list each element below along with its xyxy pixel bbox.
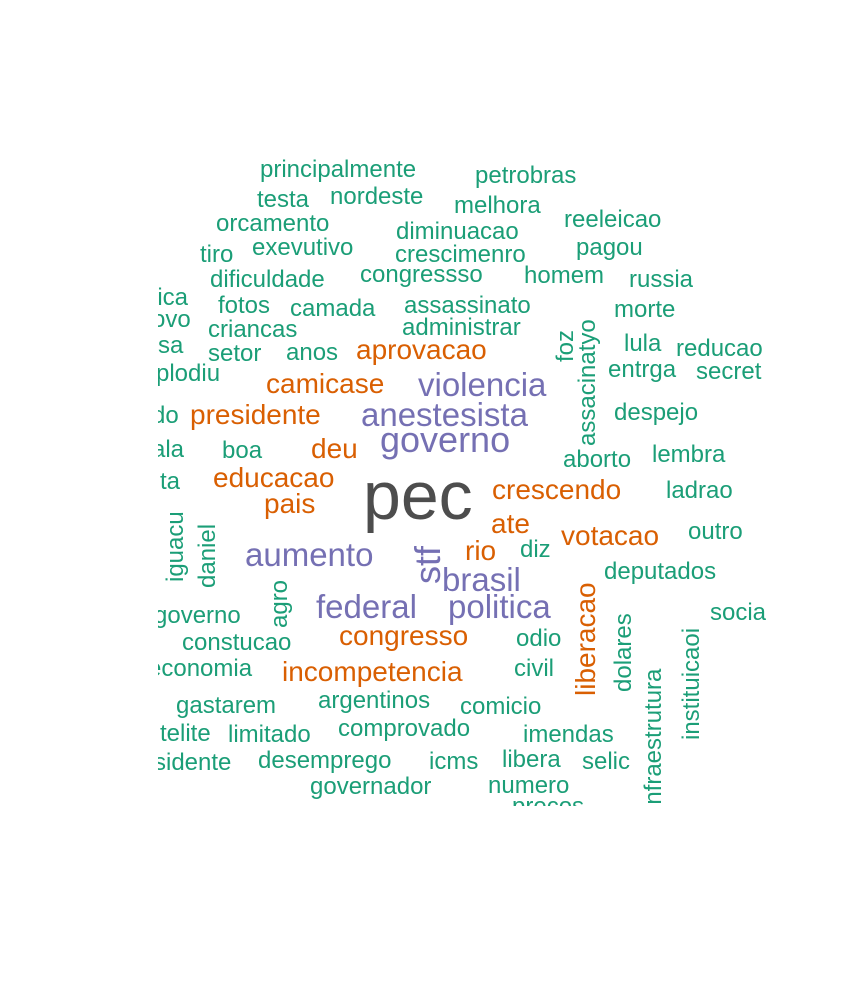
word-tiro: tiro: [200, 241, 234, 268]
word-politica: politica: [448, 588, 551, 625]
word-limitado: limitado: [228, 721, 311, 748]
word-infraestrutura: infraestrutura: [640, 668, 667, 806]
word-reeleicao: reeleicao: [564, 206, 662, 233]
word-sa: sa: [158, 332, 184, 359]
word-icms: icms: [429, 748, 479, 775]
word-fotos: fotos: [218, 292, 271, 319]
word-assassinato: assassinato: [404, 292, 531, 319]
word-gastarem: gastarem: [176, 692, 277, 719]
word-russia: russia: [629, 266, 694, 293]
word-comprovado: comprovado: [338, 715, 471, 742]
word-brasil: brasil: [442, 561, 521, 598]
word-exevutivo: exevutivo: [252, 234, 354, 261]
word-lembra: lembra: [652, 441, 726, 468]
word-telite: telite: [160, 720, 211, 747]
word-camada: camada: [290, 295, 376, 322]
word-federal: federal: [316, 588, 417, 625]
word-outro: outro: [688, 518, 743, 545]
word-selic: selic: [582, 748, 631, 775]
word-imendas: imendas: [523, 721, 614, 748]
word-nica: nica: [158, 284, 189, 311]
word-violencia: violencia: [418, 366, 547, 403]
word-secret: secret: [696, 358, 762, 385]
word-argentinos: argentinos: [318, 687, 431, 714]
word-orcamento: orcamento: [216, 210, 330, 237]
word-ate: ate: [491, 508, 530, 539]
word-socia: socia: [710, 599, 767, 626]
word-odio: odio: [516, 625, 562, 652]
word-governo-small: governo: [158, 602, 241, 629]
word-daniel: daniel: [194, 523, 221, 588]
word-incompetencia: incompetencia: [282, 656, 463, 687]
word-congressso: congressso: [360, 261, 483, 288]
word-civil: civil: [514, 655, 554, 682]
word-congresso: congresso: [339, 620, 469, 651]
word-plodiu: plodiu: [158, 360, 221, 387]
word-diz: diz: [520, 536, 551, 563]
word-pagou: pagou: [576, 234, 643, 261]
word-boa: boa: [222, 437, 263, 464]
word-reducao: reducao: [676, 335, 763, 362]
word-governador: governador: [310, 773, 432, 800]
word-stf: stf: [407, 545, 448, 584]
word-economia: economia: [158, 655, 253, 682]
word-morte: morte: [614, 296, 676, 323]
word-pec: pec: [363, 458, 473, 534]
word-iguacu: iguacu: [162, 511, 189, 582]
word-instituicaoi: instituicaoi: [678, 627, 705, 740]
word-aborto: aborto: [563, 446, 632, 473]
word-crescimenro: crescimenro: [395, 241, 526, 268]
word-liberacao: liberacao: [570, 582, 601, 696]
word-testa: testa: [257, 186, 310, 213]
word-diminuacao: diminuacao: [396, 218, 519, 245]
word-desemprego: desemprego: [258, 747, 392, 774]
word-homem: homem: [524, 262, 605, 289]
word-ladrao: ladrao: [666, 477, 733, 504]
word-setor: setor: [208, 340, 262, 367]
word-pais: pais: [264, 488, 316, 519]
word-constucao: constucao: [182, 629, 292, 656]
word-foz: foz: [552, 329, 579, 362]
word-crescendo: crescendo: [492, 474, 622, 505]
word-rio: rio: [465, 535, 497, 566]
word-ta: ta: [160, 468, 181, 495]
word-entrga: entrga: [608, 356, 677, 383]
word-administrar: administrar: [402, 314, 521, 341]
word-precos: precos: [512, 795, 584, 807]
word-comicio: comicio: [460, 693, 542, 720]
word-libera: libera: [502, 746, 561, 773]
word-deu: deu: [311, 433, 358, 464]
word-despejo: despejo: [614, 399, 699, 426]
word-assacinatyo: assacinatyo: [574, 319, 601, 446]
word-educacao: educacao: [213, 462, 335, 493]
word-deputados: deputados: [604, 558, 717, 585]
word-do: do: [158, 402, 179, 429]
word-dolares: dolares: [610, 613, 637, 692]
word-votacao: votacao: [561, 520, 660, 551]
word-sidente: sidente: [158, 749, 232, 776]
word-principalmente: principalmente: [260, 156, 417, 183]
word-aprovacao: aprovacao: [356, 334, 487, 365]
word-agro: agro: [266, 579, 293, 628]
word-aumento: aumento: [245, 536, 374, 573]
word-ovo: ovo: [158, 306, 191, 333]
word-numero: numero: [488, 772, 570, 799]
word-anos: anos: [286, 339, 339, 366]
word-petrobras: petrobras: [475, 162, 577, 189]
word-ala: ala: [158, 436, 185, 463]
word-lula: lula: [624, 330, 662, 357]
word-cloud-area: pec governo anestesista violencia aument…: [158, 150, 772, 807]
word-presidente: presidente: [190, 399, 321, 430]
word-criancas: criancas: [208, 316, 298, 343]
word-governo: governo: [380, 419, 511, 460]
word-anestesista: anestesista: [361, 396, 528, 433]
word-dificuldade: dificuldade: [210, 266, 325, 293]
word-melhora: melhora: [454, 192, 541, 219]
word-camicase: camicase: [266, 368, 385, 399]
word-nordeste: nordeste: [330, 183, 424, 210]
